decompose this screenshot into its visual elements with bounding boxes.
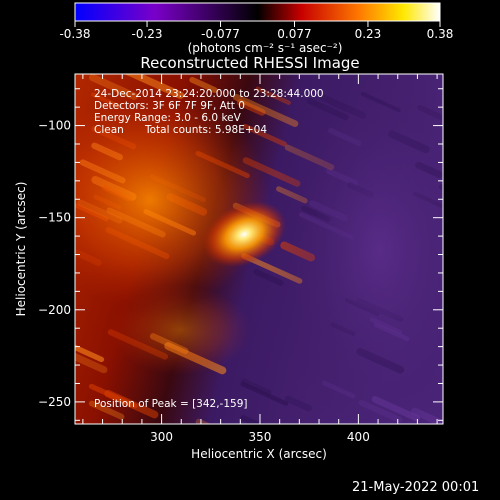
map-streak xyxy=(441,252,443,258)
map-streak xyxy=(255,86,291,105)
colorbar-ticks: -0.38 -0.23 -0.077 0.077 0.23 0.38 xyxy=(59,21,453,41)
colorbar-gradient xyxy=(74,2,441,22)
colorbar-tick-label: -0.38 xyxy=(59,27,90,41)
annotation-clean: Clean xyxy=(94,124,124,136)
colorbar-unit-label: (photons cm⁻² s⁻¹ asec⁻²) xyxy=(188,41,343,55)
annotations: 24-Dec-2014 23:24:20.000 to 23:28:44.000… xyxy=(94,88,324,410)
map-streak xyxy=(75,352,108,374)
colorbar: -0.38 -0.23 -0.077 0.077 0.23 0.38 (photons c… xyxy=(59,2,453,55)
y-tick-label: −200 xyxy=(38,303,71,317)
map-streak xyxy=(240,415,264,424)
map-streak xyxy=(236,99,266,116)
annotation-time: 24-Dec-2014 23:24:20.000 to 23:28:44.000 xyxy=(94,88,324,100)
colorbar-tick-label: 0.077 xyxy=(277,27,311,41)
map-streak xyxy=(242,123,287,147)
map-streak xyxy=(240,381,289,406)
map-purple-region xyxy=(270,74,443,424)
map-streak xyxy=(88,383,138,409)
colorbar-tick-label: 0.38 xyxy=(427,27,454,41)
annotation-peak: Position of Peak = [342,-159] xyxy=(94,398,248,410)
map-streak xyxy=(439,184,443,191)
map-streak xyxy=(104,389,159,419)
map-streak xyxy=(124,74,185,99)
colorbar-tick-label: -0.23 xyxy=(132,27,163,41)
map-streak xyxy=(284,395,313,412)
map-streak xyxy=(195,418,211,424)
plot-frame xyxy=(74,73,444,425)
map-streak xyxy=(189,76,218,93)
map-streak xyxy=(441,286,443,292)
map-streak xyxy=(75,344,105,363)
axis-ticks: 300 350 400 −100 −150 −200 −250 xyxy=(38,74,443,444)
annotation-counts: Total counts: 5.98E+04 xyxy=(144,124,267,136)
y-axis-label: Heliocentric Y (arcsec) xyxy=(14,182,28,317)
annotation-detectors: Detectors: 3F 6F 7F 9F, Att 0 xyxy=(94,100,245,112)
y-tick-label: −150 xyxy=(38,211,71,225)
x-tick-label: 300 xyxy=(150,430,173,444)
footer-timestamp: 21-May-2022 00:01 xyxy=(352,480,480,495)
x-tick-label: 400 xyxy=(347,430,370,444)
map-streak xyxy=(88,400,125,420)
peak-blob xyxy=(202,201,287,268)
image-map xyxy=(75,74,443,424)
x-tick-label: 350 xyxy=(249,430,272,444)
map-streak xyxy=(241,378,272,396)
plot-title: Reconstructed RHESSI Image xyxy=(140,54,359,72)
colorbar-tick-label: 0.23 xyxy=(355,27,382,41)
y-tick-label: −250 xyxy=(38,395,71,409)
annotation-energy: Energy Range: 3.0 - 6.0 keV xyxy=(94,112,242,124)
x-axis-label: Heliocentric X (arcsec) xyxy=(191,447,327,461)
map-lower-glow xyxy=(110,285,250,375)
y-tick-label: −100 xyxy=(38,119,71,133)
map-streak xyxy=(232,93,299,127)
colorbar-tick-label: -0.077 xyxy=(201,27,240,41)
